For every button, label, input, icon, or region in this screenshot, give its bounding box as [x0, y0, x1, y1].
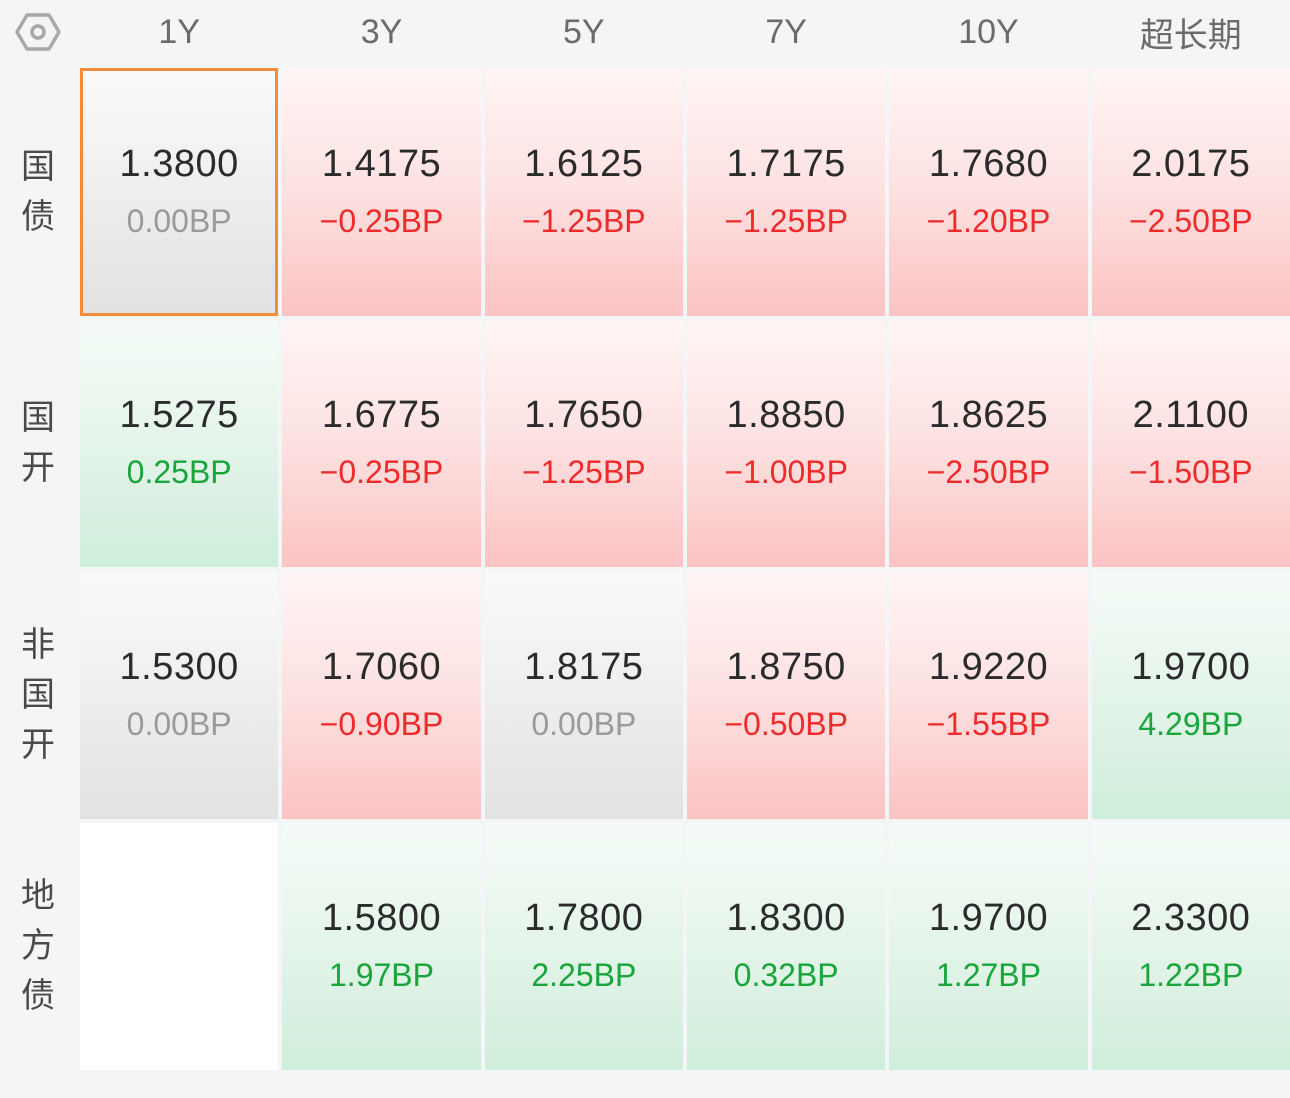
rate-value: 1.8625 [928, 394, 1049, 437]
rate-cell[interactable]: 1.7060 −0.90BP [282, 571, 481, 819]
rate-cell[interactable]: 1.9700 1.27BP [889, 822, 1088, 1070]
rate-change: −1.50BP [1128, 454, 1253, 491]
rate-change: 2.25BP [531, 957, 637, 994]
rate-change: −0.25BP [319, 202, 444, 239]
rate-value: 1.7060 [321, 645, 442, 688]
rate-value: 1.7650 [524, 394, 644, 437]
rate-change: −2.50BP [1128, 202, 1253, 239]
column-header-ultra-long[interactable]: 超长期 [1091, 0, 1290, 64]
rate-change: −1.25BP [521, 454, 646, 491]
rate-change: 4.29BP [1138, 705, 1244, 742]
rate-cell[interactable]: 1.7175 −1.25BP [686, 68, 886, 316]
rate-cell[interactable]: 1.9220 −1.55BP [889, 571, 1088, 819]
rate-value: 1.7680 [928, 142, 1049, 185]
rate-change: −1.25BP [724, 202, 848, 239]
rate-cell[interactable]: 1.4175 −0.25BP [282, 68, 481, 316]
rate-value: 1.4175 [321, 142, 442, 185]
rate-cell[interactable]: 1.6125 −1.25BP [484, 68, 683, 316]
rate-value: 2.3300 [1131, 897, 1251, 940]
rate-change: −1.25BP [521, 202, 646, 239]
column-header-1y[interactable]: 1Y [80, 0, 279, 64]
rate-value: 1.9700 [928, 897, 1049, 940]
yield-grid: 1Y 3Y 5Y 7Y 10Y 超长期 国债 1.3800 0.00BP 1.41… [0, 0, 1290, 1070]
rate-cell[interactable]: 1.8300 0.32BP [686, 822, 886, 1070]
rate-change: 0.00BP [126, 705, 232, 742]
rate-change: 0.32BP [733, 957, 839, 994]
rate-value: 1.9700 [1131, 645, 1251, 688]
rate-change: 1.97BP [329, 957, 434, 994]
row-header-label: 地方债 [21, 876, 55, 1017]
rate-change: −1.20BP [926, 202, 1051, 239]
rate-value: 1.7175 [726, 142, 846, 185]
rate-cell[interactable]: 1.6775 −0.25BP [282, 319, 481, 567]
column-header-10y[interactable]: 10Y [889, 0, 1088, 64]
column-header-3y[interactable]: 3Y [282, 0, 481, 64]
rate-cell[interactable]: 1.8750 −0.50BP [686, 571, 886, 819]
row-header-non-cdb[interactable]: 非国开 [0, 571, 76, 819]
rate-change: 0.25BP [126, 454, 232, 491]
rate-change: 0.00BP [531, 705, 637, 742]
rate-value: 1.7800 [524, 897, 644, 940]
rate-change: −0.90BP [319, 705, 444, 742]
rate-change: 1.22BP [1138, 957, 1244, 994]
rate-cell[interactable]: 1.3800 0.00BP [80, 68, 279, 316]
row-header-label: 国债 [21, 146, 55, 237]
rate-change: −2.50BP [926, 454, 1051, 491]
hexagon-settings-icon [15, 13, 61, 51]
rate-value: 1.5275 [119, 394, 239, 437]
row-header-label: 非国开 [21, 624, 55, 765]
rate-cell[interactable]: 2.3300 1.22BP [1091, 822, 1290, 1070]
rate-value: 1.6125 [524, 142, 644, 185]
rate-value: 1.5800 [321, 897, 442, 940]
rate-value: 2.0175 [1131, 142, 1251, 185]
rate-cell[interactable]: 1.5800 1.97BP [282, 822, 481, 1070]
rate-value: 1.5300 [119, 645, 239, 688]
rate-value: 1.9220 [928, 645, 1049, 688]
rate-value: 1.3800 [119, 142, 239, 185]
rate-cell[interactable]: 1.5300 0.00BP [80, 571, 279, 819]
rate-cell[interactable]: 1.7680 −1.20BP [889, 68, 1088, 316]
rate-cell[interactable]: 2.1100 −1.50BP [1091, 319, 1290, 567]
settings-button[interactable] [0, 0, 76, 64]
rate-cell[interactable] [80, 822, 279, 1070]
rate-change: 1.27BP [936, 957, 1041, 994]
rate-change: 0.00BP [126, 202, 232, 239]
rate-cell[interactable]: 1.8175 0.00BP [484, 571, 683, 819]
rate-cell[interactable]: 1.7800 2.25BP [484, 822, 683, 1070]
row-header-local-gov[interactable]: 地方债 [0, 822, 76, 1070]
column-header-7y[interactable]: 7Y [686, 0, 886, 64]
rate-change: −1.00BP [724, 454, 848, 491]
rate-value: 2.1100 [1132, 394, 1250, 437]
rate-cell[interactable]: 1.8850 −1.00BP [686, 319, 886, 567]
rate-value: 1.8750 [726, 645, 846, 688]
rate-value: 1.6775 [321, 394, 442, 437]
column-header-5y[interactable]: 5Y [484, 0, 683, 64]
rate-cell[interactable]: 1.7650 −1.25BP [484, 319, 683, 567]
rate-change: −0.50BP [724, 705, 848, 742]
rate-cell[interactable]: 2.0175 −2.50BP [1091, 68, 1290, 316]
rate-cell[interactable]: 1.8625 −2.50BP [889, 319, 1088, 567]
rate-value: 1.8300 [726, 897, 846, 940]
row-header-label: 国开 [21, 398, 55, 489]
rate-value: 1.8850 [726, 394, 846, 437]
row-header-cdb[interactable]: 国开 [0, 319, 76, 567]
rate-value: 1.8175 [524, 645, 644, 688]
rate-cell[interactable]: 1.5275 0.25BP [80, 319, 279, 567]
row-header-treasury[interactable]: 国债 [0, 68, 76, 316]
rate-cell[interactable]: 1.9700 4.29BP [1091, 571, 1290, 819]
rate-change: −0.25BP [319, 454, 444, 491]
rate-change: −1.55BP [926, 705, 1051, 742]
